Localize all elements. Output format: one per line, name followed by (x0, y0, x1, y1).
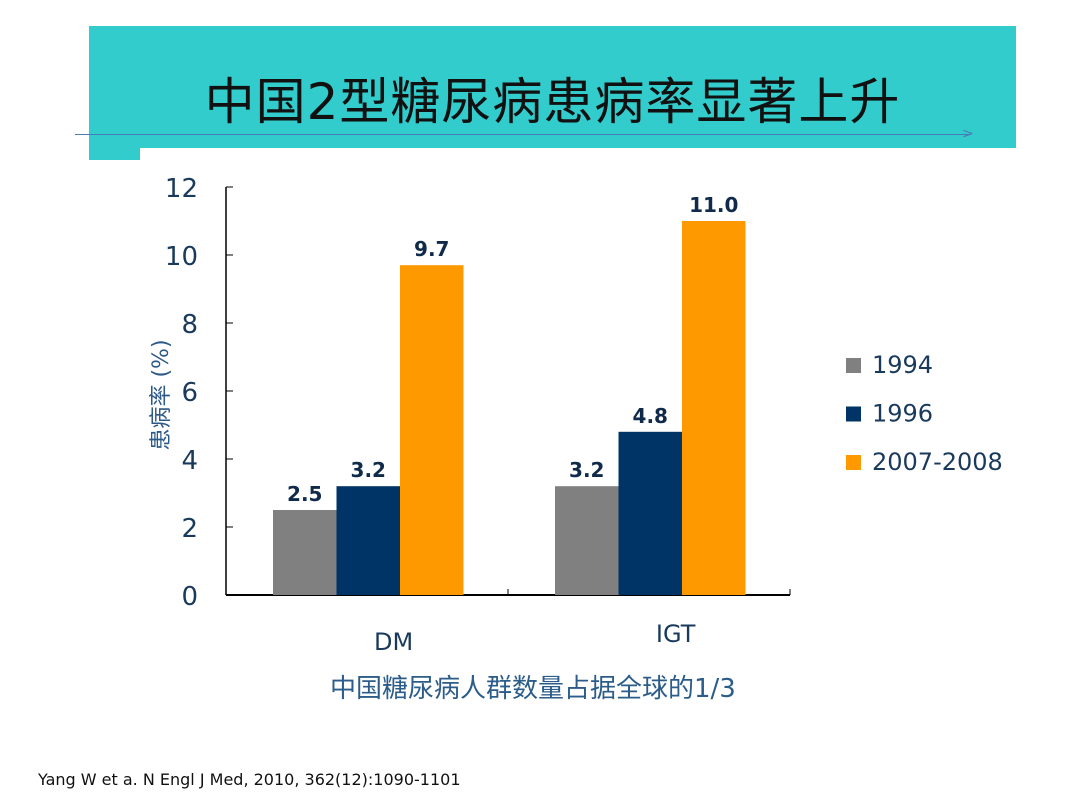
y-tick-label: 2 (181, 514, 198, 544)
bar-dm-2007-2008 (400, 265, 464, 595)
banner-tab (89, 148, 140, 160)
y-tick-label: 6 (181, 378, 198, 408)
legend-swatch (846, 455, 861, 470)
bar-dm-1994 (273, 510, 337, 595)
data-label: 9.7 (414, 237, 449, 261)
data-label: 3.2 (569, 458, 604, 482)
legend-label: 1996 (872, 400, 933, 428)
citation: Yang W et a. N Engl J Med, 2010, 362(12)… (38, 770, 461, 789)
y-tick-label: 10 (165, 242, 198, 272)
y-tick-label: 8 (181, 310, 198, 340)
data-label: 2.5 (287, 482, 322, 506)
data-label: 3.2 (351, 458, 386, 482)
slide-subtitle: 中国糖尿病人群数量占据全球的1/3 (330, 674, 736, 704)
legend-swatch (846, 406, 861, 422)
bar-dm-1996 (336, 486, 400, 595)
bar-igt-1996 (618, 431, 682, 595)
title-rule-line (75, 134, 970, 135)
x-tick-label: IGT (656, 620, 696, 648)
slide-title: 中国2型糖尿病患病率显著上升 (204, 73, 901, 131)
arrow-right-icon: > (962, 126, 974, 142)
bar-igt-2007-2008 (682, 221, 746, 595)
legend-swatch (846, 358, 861, 373)
data-label: 11.0 (689, 193, 738, 217)
x-tick-label: DM (374, 628, 413, 656)
y-tick-label: 12 (165, 174, 198, 204)
y-tick-label: 4 (181, 446, 198, 476)
title-banner (89, 26, 1016, 148)
legend-label: 2007-2008 (872, 448, 1003, 476)
legend-label: 1994 (872, 351, 933, 379)
y-axis-label: 患病率 (%) (149, 339, 174, 450)
bar-igt-1994 (555, 486, 619, 595)
data-label: 4.8 (633, 404, 668, 428)
y-tick-label: 0 (181, 582, 198, 612)
